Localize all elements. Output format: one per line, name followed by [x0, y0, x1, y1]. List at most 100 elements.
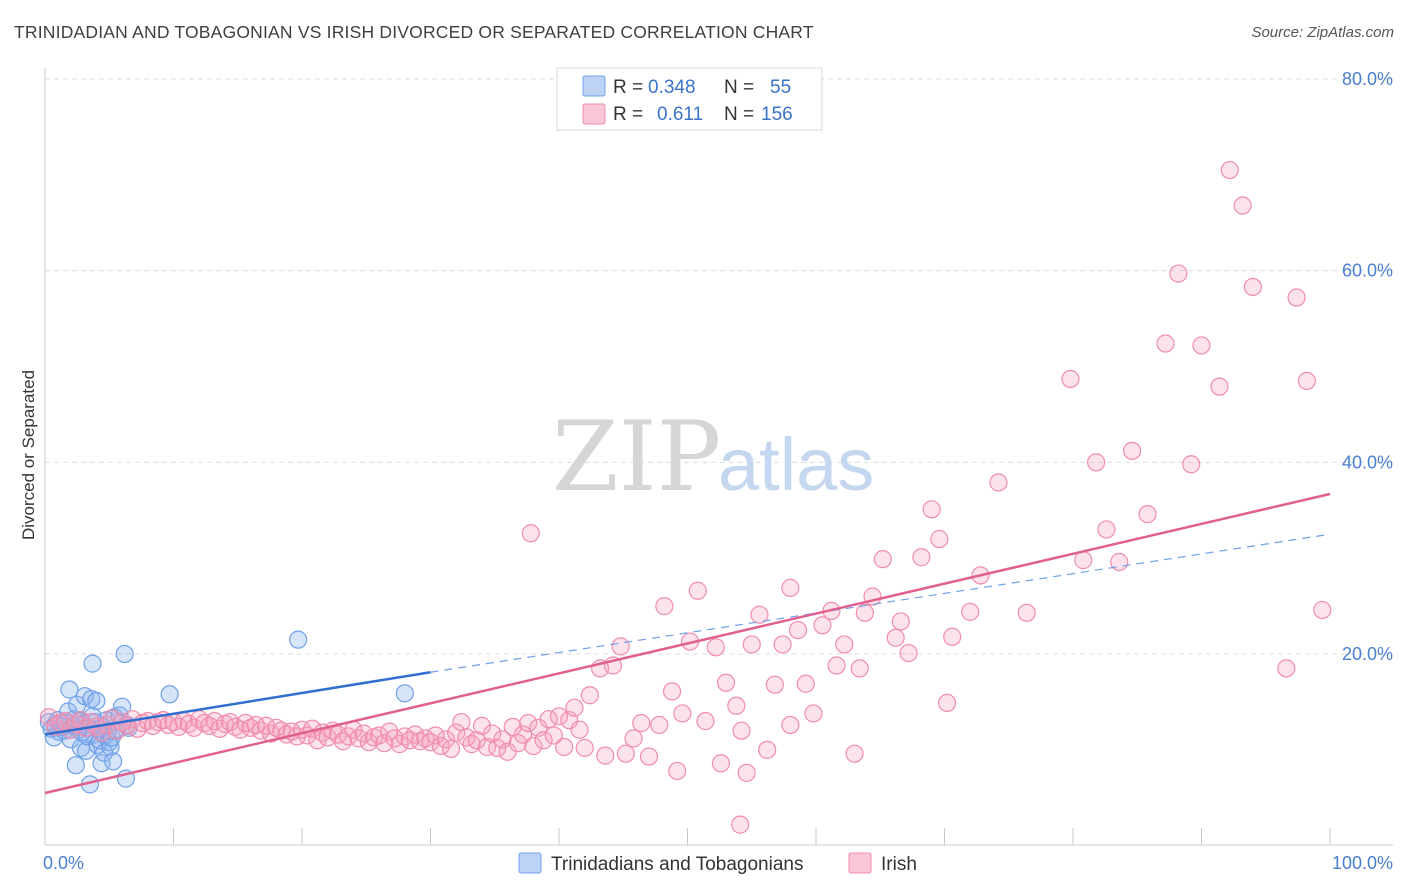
- bottom-legend-label-irish: Irish: [881, 854, 917, 875]
- data-point-irish: [781, 715, 800, 735]
- bottom-legend-label-trinidadian: Trinidadians and Tobagonians: [551, 854, 803, 875]
- data-point-irish: [544, 726, 563, 745]
- data-point-irish: [611, 637, 630, 656]
- data-point-irish: [524, 736, 543, 756]
- data-point-irish: [737, 763, 756, 782]
- data-point-irish: [565, 698, 584, 717]
- data-point-irish: [796, 674, 815, 693]
- data-point-irish: [845, 744, 864, 763]
- data-point-irish: [354, 724, 373, 743]
- data-point-irish: [750, 605, 769, 624]
- data-point-irish: [781, 578, 800, 597]
- data-point-irish: [732, 721, 751, 740]
- data-point-irish: [1017, 603, 1036, 622]
- watermark-zip: ZIP: [552, 401, 721, 513]
- data-point-trinidadian: [289, 630, 308, 649]
- chart-title: TRINIDADIAN AND TOBAGONIAN VS IRISH DIVO…: [14, 22, 814, 42]
- data-point-trinidadian: [83, 654, 102, 673]
- legend-r-label: R =: [613, 104, 643, 125]
- data-point-irish: [441, 739, 461, 759]
- data-point-irish: [447, 723, 466, 742]
- data-point-irish: [711, 754, 731, 773]
- trend-lines: [44, 492, 1331, 795]
- data-point-irish: [731, 815, 750, 834]
- data-point-irish: [1313, 600, 1332, 620]
- data-point-irish: [575, 738, 594, 758]
- legend-n-label: N =: [724, 77, 754, 98]
- data-point-irish: [375, 734, 394, 753]
- data-point-irish: [937, 693, 957, 713]
- data-point-trinidadian: [104, 752, 123, 771]
- data-point-trinidadian: [66, 756, 85, 775]
- data-point-irish: [873, 550, 892, 569]
- legend-n-value: 156: [761, 104, 793, 125]
- data-point-irish: [632, 713, 651, 733]
- data-point-irish: [930, 529, 949, 549]
- data-point-irish: [426, 726, 445, 745]
- data-point-irish: [508, 734, 527, 753]
- bottom-legend: Trinidadians and Tobagonians Irish: [518, 852, 917, 875]
- data-point-irish: [788, 620, 808, 640]
- data-point-irish: [1220, 160, 1239, 180]
- data-point-irish: [891, 612, 910, 631]
- x-tick-label: 100.0%: [1332, 853, 1393, 873]
- data-point-irish: [555, 737, 574, 757]
- data-point-irish: [503, 717, 522, 736]
- data-point-irish: [706, 638, 725, 657]
- data-point-trinidadian: [115, 644, 134, 664]
- data-point-irish: [262, 724, 281, 743]
- data-point-irish: [241, 718, 260, 737]
- data-point-irish: [1192, 336, 1211, 355]
- data-point-irish: [912, 548, 931, 567]
- data-point-trinidadian: [60, 680, 79, 699]
- legend-n-label: N =: [724, 104, 754, 125]
- data-point-irish: [596, 746, 615, 765]
- series-irish-points: [39, 160, 1332, 834]
- data-point-irish: [773, 635, 792, 654]
- data-point-irish: [650, 715, 669, 735]
- x-tick-label: 0.0%: [43, 853, 84, 873]
- axes: [44, 68, 1393, 846]
- data-point-irish: [226, 717, 245, 736]
- legend-r-value: 0.348: [648, 77, 696, 98]
- data-point-irish: [1243, 277, 1263, 297]
- legend-swatch-irish: [582, 103, 606, 125]
- data-point-irish: [436, 730, 456, 749]
- series-trinidadian-points: [39, 630, 414, 794]
- data-point-irish: [169, 717, 188, 736]
- data-point-irish: [673, 704, 692, 723]
- top-legend: R = 0.348 N = 55 R = 0.611 N = 156: [556, 67, 823, 131]
- legend-n-value: 55: [770, 77, 791, 98]
- data-point-irish: [1156, 334, 1175, 353]
- data-point-irish: [539, 710, 558, 729]
- data-point-irish: [1061, 369, 1080, 389]
- data-point-irish: [616, 744, 635, 763]
- data-point-irish: [519, 713, 538, 733]
- data-point-irish: [1277, 659, 1296, 678]
- data-point-irish: [668, 761, 687, 781]
- legend-swatch-trinidadian: [582, 75, 606, 97]
- data-point-irish: [1233, 196, 1252, 215]
- data-point-irish: [534, 731, 553, 750]
- bottom-legend-swatch-irish: [848, 852, 872, 874]
- data-point-irish: [267, 718, 286, 737]
- data-point-irish: [742, 635, 761, 654]
- y-tick-label: 60.0%: [1342, 261, 1393, 281]
- data-point-irish: [56, 712, 75, 731]
- data-point-irish: [989, 473, 1008, 492]
- legend-r-label: R =: [613, 77, 643, 98]
- data-point-irish: [961, 602, 980, 621]
- data-point-irish: [1297, 371, 1316, 390]
- data-point-irish: [521, 524, 540, 543]
- data-point-trinidadian: [395, 684, 414, 703]
- legend-r-value: 0.611: [657, 104, 703, 125]
- data-point-irish: [1182, 455, 1201, 474]
- data-point-irish: [835, 635, 854, 654]
- data-point-trinidadian: [77, 741, 96, 760]
- data-point-irish: [688, 581, 707, 600]
- data-point-irish: [696, 712, 715, 731]
- data-point-irish: [184, 718, 204, 737]
- data-point-irish: [639, 747, 659, 766]
- data-point-irish: [1210, 377, 1229, 396]
- data-point-irish: [452, 712, 471, 732]
